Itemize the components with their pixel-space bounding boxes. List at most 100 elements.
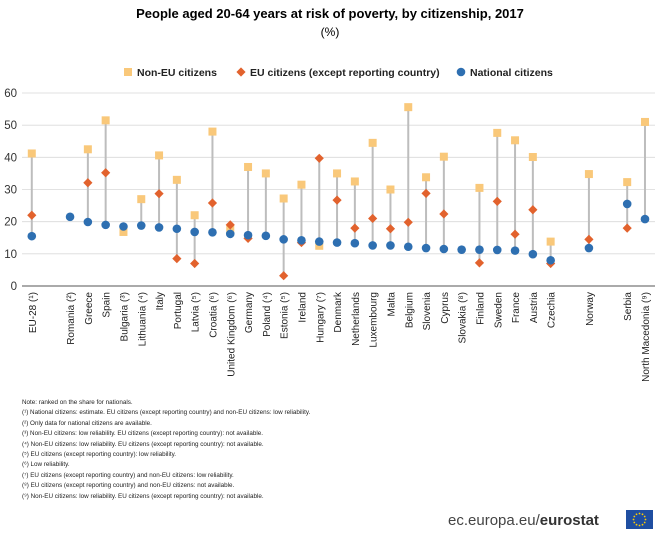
eu-point	[439, 209, 449, 219]
x-tick-label: Greece	[84, 292, 95, 325]
national-point	[119, 222, 128, 231]
national-point	[403, 242, 413, 252]
non-eu-point	[623, 178, 632, 187]
non-eu-point	[244, 162, 253, 171]
eu-point	[83, 178, 93, 188]
eu-point	[190, 258, 200, 269]
non-eu-point	[546, 237, 555, 246]
non-eu-point	[368, 138, 377, 147]
non-eu-point	[190, 211, 199, 220]
legend-label: EU citizens (except reporting country)	[250, 67, 440, 79]
legend-label: National citizens	[470, 67, 553, 79]
non-eu-point	[101, 116, 110, 125]
eu-flag-icon	[626, 510, 653, 529]
footnote: (⁹) Non-EU citizens: low reliability. EU…	[22, 492, 264, 500]
national-point	[243, 230, 253, 240]
national-point	[136, 221, 146, 230]
x-tick-label: Austria	[529, 292, 540, 324]
x-tick-label: Portugal	[173, 292, 184, 329]
legend-marker	[124, 68, 132, 76]
national-point	[439, 244, 449, 254]
eu-point	[225, 220, 235, 230]
y-tick-label: 60	[4, 88, 17, 100]
footnote: (⁸) EU citizens (except reporting countr…	[22, 482, 235, 490]
x-tick-label: Spain	[102, 292, 113, 318]
x-tick-label: Poland (⁴)	[262, 292, 273, 337]
eu-point	[207, 198, 218, 208]
brand-site: ec.europa.eu/	[448, 512, 540, 529]
national-point	[225, 229, 235, 239]
non-eu-point	[83, 145, 92, 154]
poverty-chart: 0 10 20 30 40 50 60 EU-28 (¹) Romania (²) Greece S…	[4, 67, 655, 382]
y-tick-label: 50	[4, 120, 17, 132]
national-point	[314, 237, 324, 246]
eu-point	[279, 271, 289, 281]
x-tick-label: Belgium	[404, 292, 415, 328]
national-point	[510, 246, 520, 255]
eu-point	[510, 229, 520, 239]
x-tick-label: Denmark	[333, 291, 344, 333]
footnote: (¹) National citizens: estimate. EU citi…	[22, 409, 311, 417]
footnote: (⁴) Non-EU citizens: low reliability. EU…	[22, 440, 264, 448]
y-tick-label: 0	[11, 281, 17, 293]
x-tick-label: Latvia (⁵)	[191, 292, 202, 332]
footnote: (⁶) Low reliability.	[22, 461, 70, 469]
y-tick-label: 40	[4, 152, 17, 164]
national-point	[261, 231, 271, 241]
eu-point	[421, 188, 431, 198]
eu-point	[101, 168, 111, 178]
national-point	[421, 243, 431, 253]
non-eu-point	[261, 169, 270, 178]
national-point	[27, 231, 37, 241]
x-tick-label: Czechia	[547, 292, 558, 329]
non-eu-point	[172, 175, 181, 184]
non-eu-point	[119, 227, 128, 236]
non-eu-point	[386, 185, 395, 194]
x-tick-label: Finland	[475, 292, 486, 325]
non-eu-point	[493, 128, 502, 137]
national-point	[190, 227, 199, 237]
eu-point	[350, 223, 360, 233]
x-tick-label: Cyprus	[440, 292, 451, 324]
non-eu-point	[297, 180, 306, 189]
footnotes: Note: ranked on the share for nationals.…	[22, 398, 492, 502]
non-eu-point	[528, 153, 537, 162]
national-point	[332, 238, 342, 247]
footnote: (⁷) EU citizens (except reporting countr…	[22, 471, 234, 479]
legend-label: Non-EU citizens	[137, 67, 217, 79]
x-tick-label: Norway	[585, 292, 596, 326]
x-tick-label: Italy	[155, 292, 166, 310]
national-point	[101, 220, 110, 230]
eu-point	[492, 196, 502, 207]
eu-point	[332, 195, 342, 205]
non-eu-point	[350, 177, 359, 186]
eu-point	[368, 213, 378, 224]
y-tick-label: 10	[4, 249, 17, 261]
eu-point	[528, 205, 538, 215]
national-point	[279, 235, 288, 244]
x-tick-label: Hungary (⁷)	[315, 292, 326, 343]
non-eu-point	[27, 149, 36, 158]
x-tick-label: Netherlands	[351, 292, 362, 346]
national-point	[386, 241, 395, 250]
legend-marker	[236, 67, 246, 77]
eurostat-brand[interactable]: ec.europa.eu/eurostat	[448, 512, 599, 529]
x-tick-label: EU-28 (¹)	[28, 292, 39, 333]
eu-point	[403, 217, 413, 227]
x-tick-label: Luxembourg	[369, 292, 380, 348]
national-point	[528, 249, 538, 259]
eu-point	[584, 234, 594, 244]
x-tick-label: Bulgaria (³)	[119, 292, 130, 341]
chart-title: People aged 20-64 years at risk of pover…	[136, 6, 524, 21]
national-point	[154, 223, 164, 232]
national-point	[172, 224, 182, 234]
non-eu-point	[333, 169, 342, 178]
eu-point	[622, 223, 632, 233]
eu-point	[474, 258, 485, 268]
eu-point	[385, 224, 396, 234]
non-eu-point	[404, 103, 413, 112]
eu-point	[314, 153, 324, 163]
x-tick-label: Malta	[386, 292, 397, 317]
non-eu-point	[475, 183, 484, 192]
eu-point	[172, 254, 182, 264]
